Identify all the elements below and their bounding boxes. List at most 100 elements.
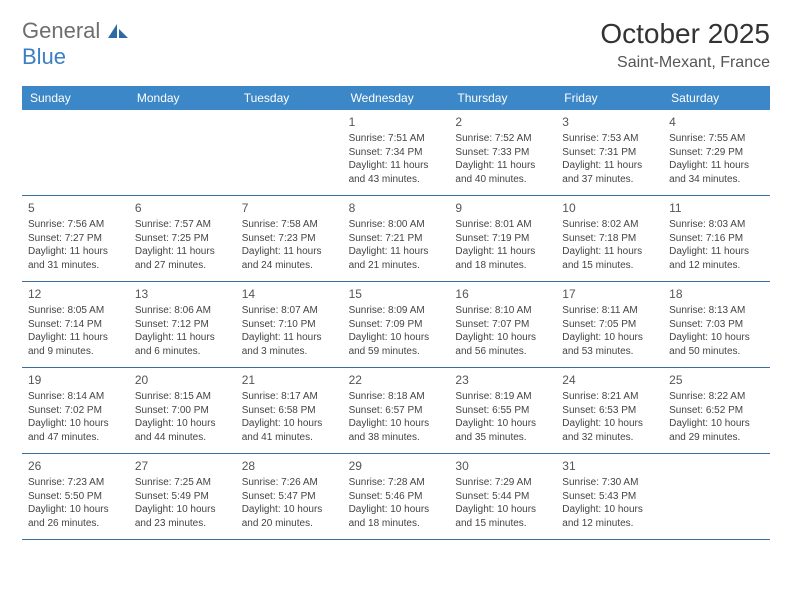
day-cell: 11Sunrise: 8:03 AMSunset: 7:16 PMDayligh… [663, 196, 770, 281]
sunset-text: Sunset: 5:49 PM [135, 490, 230, 504]
sunrise-text: Sunrise: 8:14 AM [28, 390, 123, 404]
sunset-text: Sunset: 5:50 PM [28, 490, 123, 504]
weekday-sun: Sunday [22, 86, 129, 110]
daylight-text: Daylight: 10 hours and 23 minutes. [135, 503, 230, 530]
sunrise-text: Sunrise: 7:25 AM [135, 476, 230, 490]
sunrise-text: Sunrise: 8:03 AM [669, 218, 764, 232]
day-cell [22, 110, 129, 195]
calendar: Sunday Monday Tuesday Wednesday Thursday… [22, 86, 770, 540]
day-number: 7 [242, 200, 337, 216]
daylight-text: Daylight: 11 hours and 31 minutes. [28, 245, 123, 272]
calendar-page: General Blue October 2025 Saint-Mexant, … [0, 0, 792, 550]
sunrise-text: Sunrise: 7:51 AM [349, 132, 444, 146]
day-cell: 24Sunrise: 8:21 AMSunset: 6:53 PMDayligh… [556, 368, 663, 453]
sunset-text: Sunset: 7:23 PM [242, 232, 337, 246]
sunrise-text: Sunrise: 8:17 AM [242, 390, 337, 404]
page-header: General Blue October 2025 Saint-Mexant, … [22, 18, 770, 72]
sunset-text: Sunset: 7:34 PM [349, 146, 444, 160]
week-row: 5Sunrise: 7:56 AMSunset: 7:27 PMDaylight… [22, 196, 770, 282]
daylight-text: Daylight: 11 hours and 27 minutes. [135, 245, 230, 272]
daylight-text: Daylight: 11 hours and 40 minutes. [455, 159, 550, 186]
weekday-header: Sunday Monday Tuesday Wednesday Thursday… [22, 86, 770, 110]
sunrise-text: Sunrise: 7:26 AM [242, 476, 337, 490]
daylight-text: Daylight: 10 hours and 20 minutes. [242, 503, 337, 530]
day-cell: 31Sunrise: 7:30 AMSunset: 5:43 PMDayligh… [556, 454, 663, 539]
daylight-text: Daylight: 10 hours and 59 minutes. [349, 331, 444, 358]
sunset-text: Sunset: 5:46 PM [349, 490, 444, 504]
sunset-text: Sunset: 6:52 PM [669, 404, 764, 418]
day-cell: 30Sunrise: 7:29 AMSunset: 5:44 PMDayligh… [449, 454, 556, 539]
daylight-text: Daylight: 10 hours and 56 minutes. [455, 331, 550, 358]
daylight-text: Daylight: 11 hours and 43 minutes. [349, 159, 444, 186]
day-cell: 23Sunrise: 8:19 AMSunset: 6:55 PMDayligh… [449, 368, 556, 453]
day-cell: 17Sunrise: 8:11 AMSunset: 7:05 PMDayligh… [556, 282, 663, 367]
weekday-fri: Friday [556, 86, 663, 110]
day-number: 28 [242, 458, 337, 474]
day-cell: 25Sunrise: 8:22 AMSunset: 6:52 PMDayligh… [663, 368, 770, 453]
day-number: 29 [349, 458, 444, 474]
week-row: 12 Sunrise: 8:05 AMSunset: 7:14 PM Dayligh… [22, 282, 770, 368]
sunset-text: Sunset: 7:31 PM [562, 146, 657, 160]
day-cell: 26Sunrise: 7:23 AMSunset: 5:50 PMDayligh… [22, 454, 129, 539]
week-row: 19Sunrise: 8:14 AMSunset: 7:02 PMDayligh… [22, 368, 770, 454]
sunrise-text: Sunrise: 7:23 AM [28, 476, 123, 490]
sunset-text: Sunset: 6:58 PM [242, 404, 337, 418]
day-cell: 19Sunrise: 8:14 AMSunset: 7:02 PMDayligh… [22, 368, 129, 453]
sunrise-text: Sunrise: 8:22 AM [669, 390, 764, 404]
day-cell: 13Sunrise: 8:06 AMSunset: 7:12 PMDayligh… [129, 282, 236, 367]
day-number: 3 [562, 114, 657, 130]
sunrise-text: Sunrise: 7:57 AM [135, 218, 230, 232]
sunset-text: Sunset: 5:47 PM [242, 490, 337, 504]
day-cell: 5Sunrise: 7:56 AMSunset: 7:27 PMDaylight… [22, 196, 129, 281]
day-number: 20 [135, 372, 230, 388]
day-number: 14 [242, 286, 337, 302]
daylight-text: Daylight: 10 hours and 35 minutes. [455, 417, 550, 444]
day-cell: 18Sunrise: 8:13 AMSunset: 7:03 PMDayligh… [663, 282, 770, 367]
sunset-text: Sunset: 7:21 PM [349, 232, 444, 246]
title-block: October 2025 Saint-Mexant, France [600, 18, 770, 72]
sunrise-text: Sunrise: 8:11 AM [562, 304, 657, 318]
day-cell: 8Sunrise: 8:00 AMSunset: 7:21 PMDaylight… [343, 196, 450, 281]
day-number: 23 [455, 372, 550, 388]
sunset-text: Sunset: 6:57 PM [349, 404, 444, 418]
weekday-thu: Thursday [449, 86, 556, 110]
sunrise-text: Sunrise: 8:05 AM [28, 304, 123, 318]
day-number: 22 [349, 372, 444, 388]
location: Saint-Mexant, France [600, 54, 770, 72]
day-cell: 20Sunrise: 8:15 AMSunset: 7:00 PMDayligh… [129, 368, 236, 453]
day-cell: 9Sunrise: 8:01 AMSunset: 7:19 PMDaylight… [449, 196, 556, 281]
month-title: October 2025 [600, 18, 770, 50]
day-number: 9 [455, 200, 550, 216]
day-cell: 7Sunrise: 7:58 AMSunset: 7:23 PMDaylight… [236, 196, 343, 281]
daylight-text: Daylight: 11 hours and 34 minutes. [669, 159, 764, 186]
day-number: 30 [455, 458, 550, 474]
day-cell: 28 Sunrise: 7:26 AMSunset: 5:47 PMDayligh… [236, 454, 343, 539]
sunset-text: Sunset: 7:14 PM [28, 318, 123, 332]
sunrise-text: Sunrise: 8:19 AM [455, 390, 550, 404]
logo-text-general: General [22, 18, 100, 43]
day-cell [129, 110, 236, 195]
logo: General Blue [22, 18, 128, 70]
sunset-text: Sunset: 7:12 PM [135, 318, 230, 332]
day-number: 21 [242, 372, 337, 388]
daylight-text: Daylight: 10 hours and 38 minutes. [349, 417, 444, 444]
sunrise-text: Sunrise: 8:00 AM [349, 218, 444, 232]
day-number: 24 [562, 372, 657, 388]
sunset-text: Sunset: 6:53 PM [562, 404, 657, 418]
day-cell: 21Sunrise: 8:17 AMSunset: 6:58 PMDayligh… [236, 368, 343, 453]
day-cell: 14Sunrise: 8:07 AMSunset: 7:10 PMDayligh… [236, 282, 343, 367]
sunrise-text: Sunrise: 7:53 AM [562, 132, 657, 146]
day-number: 18 [669, 286, 764, 302]
daylight-text: Daylight: 10 hours and 26 minutes. [28, 503, 123, 530]
daylight-text: Daylight: 11 hours and 37 minutes. [562, 159, 657, 186]
day-number: 2 [455, 114, 550, 130]
sunset-text: Sunset: 7:29 PM [669, 146, 764, 160]
day-cell: 12Sunrise: 8:05 AMSunset: 7:14 PMDayligh… [22, 282, 129, 367]
day-cell [663, 454, 770, 539]
day-number: 12 [28, 286, 123, 302]
daylight-text: Daylight: 11 hours and 6 minutes. [135, 331, 230, 358]
sunset-text: Sunset: 7:10 PM [242, 318, 337, 332]
sunrise-text: Sunrise: 8:15 AM [135, 390, 230, 404]
daylight-text: Daylight: 11 hours and 18 minutes. [455, 245, 550, 272]
day-cell: 10Sunrise: 8:02 AMSunset: 7:18 PMDayligh… [556, 196, 663, 281]
